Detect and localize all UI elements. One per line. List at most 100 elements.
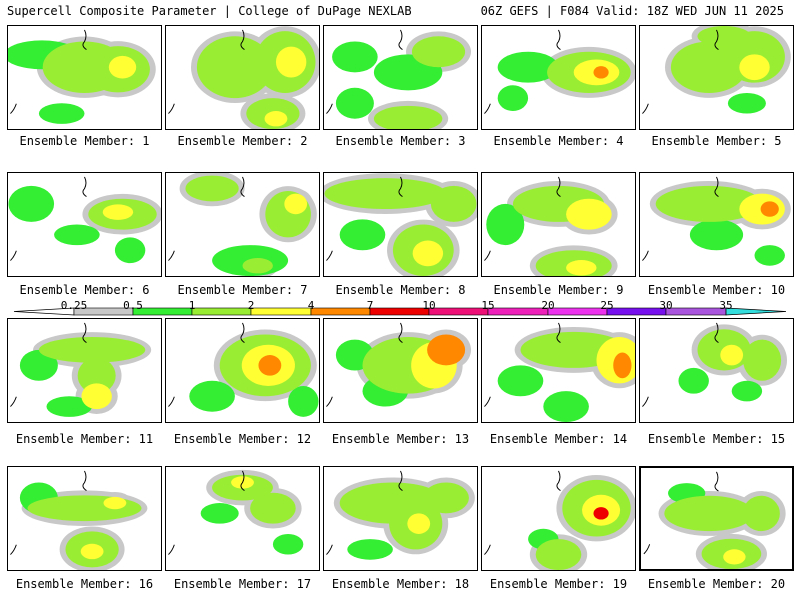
ensemble-panel-5[interactable] xyxy=(639,25,794,130)
scp-contour xyxy=(288,385,319,417)
ensemble-member-label: Ensemble Member: 17 xyxy=(173,577,312,591)
scp-contour xyxy=(486,203,525,246)
coastline xyxy=(82,176,87,197)
ensemble-member-label: Ensemble Member: 4 xyxy=(493,134,624,148)
ensemble-map xyxy=(8,29,156,124)
ensemble-panel-20[interactable] xyxy=(639,466,794,571)
scp-contour xyxy=(566,260,597,276)
ensemble-panel-16[interactable] xyxy=(7,466,162,571)
scp-contour xyxy=(407,513,431,534)
ensemble-panel-8[interactable] xyxy=(323,172,478,277)
ensemble-panel-1[interactable] xyxy=(7,25,162,130)
coastline xyxy=(484,396,491,407)
ensemble-member-label: Ensemble Member: 18 xyxy=(331,577,470,591)
scp-contour xyxy=(46,396,93,417)
ensemble-panel-2[interactable] xyxy=(165,25,320,130)
ensemble-map xyxy=(326,470,475,560)
ensemble-panel-19[interactable] xyxy=(481,466,636,571)
coastline xyxy=(240,176,245,197)
coastline xyxy=(714,471,719,492)
ensemble-member-label: Ensemble Member: 3 xyxy=(335,134,466,148)
scp-contour xyxy=(27,495,142,522)
coastline xyxy=(556,29,561,50)
coastline xyxy=(643,544,651,555)
ensemble-panel-9[interactable] xyxy=(481,172,636,277)
ensemble-panel-3[interactable] xyxy=(323,25,478,130)
ensemble-panel-18[interactable] xyxy=(323,466,478,571)
coastline xyxy=(642,250,649,261)
coastline xyxy=(714,176,719,197)
scp-contour xyxy=(739,54,770,81)
scp-contour xyxy=(284,193,308,215)
legend-tick-label: 0.25 xyxy=(60,299,88,312)
ensemble-panel-14[interactable] xyxy=(481,318,636,423)
ensemble-panel-13[interactable] xyxy=(323,318,478,423)
scp-contour xyxy=(264,110,288,127)
scp-contour xyxy=(80,543,104,560)
coastline xyxy=(82,470,87,491)
coastline xyxy=(168,396,175,407)
ensemble-member-label: Ensemble Member: 11 xyxy=(15,432,154,446)
coastline xyxy=(484,544,491,555)
coastline xyxy=(240,470,245,491)
legend-tick-label: 25 xyxy=(600,299,614,312)
ensemble-panel-12[interactable] xyxy=(165,318,320,423)
legend-swatch xyxy=(547,307,608,316)
coastline xyxy=(240,322,245,343)
scp-contour xyxy=(697,26,751,47)
scp-contour xyxy=(339,219,386,251)
scp-contour xyxy=(497,51,559,83)
scp-contour xyxy=(411,36,466,68)
ensemble-panel-15[interactable] xyxy=(639,318,794,423)
ensemble-member-label: Ensemble Member: 20 xyxy=(647,577,786,591)
legend-tick-label: 2 xyxy=(247,299,255,312)
coastline xyxy=(642,396,649,407)
legend-swatch xyxy=(310,307,371,316)
ensemble-map xyxy=(168,469,304,555)
scp-contour xyxy=(731,380,763,402)
legend-tick-label: 15 xyxy=(481,299,495,312)
ensemble-member-label: Ensemble Member: 1 xyxy=(19,134,150,148)
ensemble-panel-7[interactable] xyxy=(165,172,320,277)
coastline xyxy=(556,322,561,343)
ensemble-map xyxy=(642,322,788,407)
legend-swatch xyxy=(250,307,312,316)
coastline xyxy=(168,544,175,555)
scp-contour xyxy=(497,365,544,397)
coastline xyxy=(82,29,87,50)
scp-contour xyxy=(664,495,754,532)
scp-contour xyxy=(189,380,235,412)
scp-contour xyxy=(335,87,374,119)
coastline xyxy=(714,29,719,50)
scp-contour xyxy=(423,482,469,514)
ensemble-member-label: Ensemble Member: 6 xyxy=(19,283,150,297)
scp-contour xyxy=(185,175,239,202)
scp-contour xyxy=(258,355,282,376)
ensemble-panel-17[interactable] xyxy=(165,466,320,571)
ensemble-panel-4[interactable] xyxy=(481,25,636,130)
coastline xyxy=(326,250,333,261)
scp-contour xyxy=(77,357,116,394)
coastline xyxy=(10,103,17,114)
coastline xyxy=(168,103,175,114)
ensemble-panel-10[interactable] xyxy=(639,172,794,277)
ensemble-member-label: Ensemble Member: 14 xyxy=(489,432,628,446)
ensemble-member-label: Ensemble Member: 15 xyxy=(647,432,786,446)
scp-contour xyxy=(412,240,444,267)
ensemble-map xyxy=(484,29,635,114)
scp-contour xyxy=(272,533,304,555)
scp-contour xyxy=(19,349,58,381)
ensemble-panel-6[interactable] xyxy=(7,172,162,277)
ensemble-panel-11[interactable] xyxy=(7,318,162,423)
scp-contour xyxy=(347,539,393,560)
ensemble-map xyxy=(326,29,472,129)
coastline xyxy=(10,544,17,555)
scp-contour xyxy=(108,55,137,79)
scp-contour xyxy=(114,237,146,264)
coastline xyxy=(10,250,17,261)
scp-contour xyxy=(81,383,112,410)
scp-contour xyxy=(373,105,443,129)
ensemble-member-label: Ensemble Member: 10 xyxy=(647,283,786,297)
ensemble-map xyxy=(484,470,635,570)
scp-contour xyxy=(324,178,447,210)
